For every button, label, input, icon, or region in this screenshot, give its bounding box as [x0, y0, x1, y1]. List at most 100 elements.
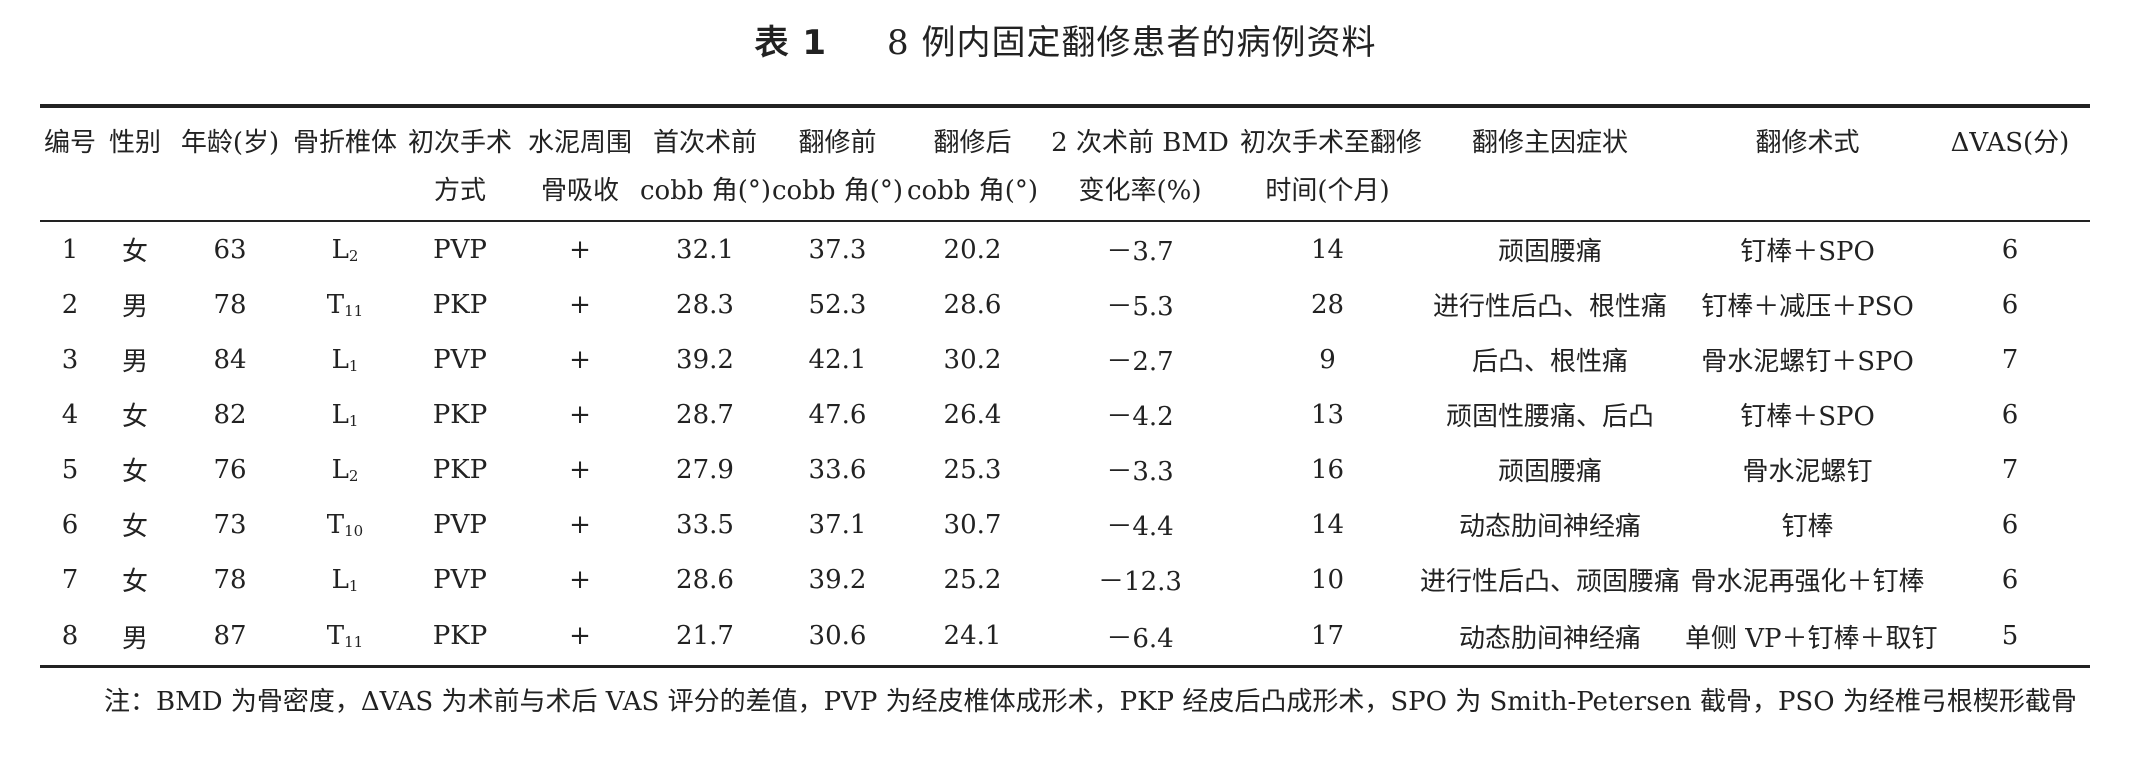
revision-method-cell: 骨水泥螺钉 [1742, 457, 1873, 487]
surgery-cell: PVP [433, 344, 487, 375]
table-row: 8 男 87 T11 PKP +21.7 30.6 24.1 －6.4 17 动态肋间神经痛 单侧 V… [40, 607, 2090, 668]
column-header-line2 [290, 164, 400, 222]
after-revision-cobb-cell: 25.3 [943, 454, 1002, 485]
pre-cobb-cell: 28.7 [676, 399, 734, 430]
symptom-cell: 后凸、根性痛 [1471, 347, 1628, 377]
pre-cobb-cell: 33.5 [676, 509, 734, 540]
delta-vas-cell: 6 [2001, 509, 2019, 540]
column-header: 翻修术式 [1685, 104, 1930, 164]
months-cell: 14 [1310, 509, 1345, 540]
symptom-cell: 动态肋间神经痛 [1415, 607, 1685, 668]
resorption-cell: + [520, 607, 640, 668]
column-header: 翻修主因症状 [1415, 104, 1685, 164]
vertebra-letter: T [326, 509, 345, 540]
table-row: 3 男 84 L1 PVP +39.2 42.1 30.2 －2.7 9 后凸、根性痛 骨水泥螺钉＋S… [40, 332, 2090, 387]
column-header-line2: 变化率(%) [1040, 164, 1240, 222]
resorption-cell: + [569, 564, 591, 595]
sex-cell: 女 [121, 457, 148, 487]
surgery-cell: PKP [432, 399, 488, 430]
after-revision-cobb-cell: 30.7 [943, 509, 1002, 540]
vertebra-level: 11 [344, 633, 364, 651]
surgery-cell: PVP [433, 234, 487, 265]
symptom-cell: 顽固性腰痛、后凸 [1445, 402, 1654, 432]
row-number: 1 [61, 234, 79, 265]
vertebra-letter: L [331, 234, 349, 265]
after-revision-cobb-cell: 20.2 [943, 234, 1002, 265]
bmd-change-cell: －3.3 [1106, 457, 1174, 487]
bmd-change-cell: －3.7 [1106, 237, 1174, 267]
months-cell: 13 [1310, 399, 1345, 430]
revision-method-cell: 钉棒＋SPO [1740, 402, 1875, 432]
vertebra-level: 1 [348, 576, 359, 595]
age-cell: 76 [213, 454, 247, 485]
sex-cell: 女 [121, 237, 148, 267]
vertebra-level: 2 [348, 466, 359, 485]
vertebra-cell: T11 [290, 607, 400, 668]
symptom-cell: 进行性后凸、顽固腰痛 [1419, 567, 1680, 597]
column-header-line2 [170, 164, 290, 222]
delta-vas-cell: 6 [2001, 289, 2019, 320]
months-cell: 16 [1310, 454, 1345, 485]
pre-cobb-cell: 32.1 [676, 234, 734, 265]
column-header: 2 次术前 BMD [1040, 104, 1240, 164]
delta-vas-cell: 7 [2001, 454, 2019, 485]
bmd-change-cell: －6.4 [1040, 607, 1240, 668]
vertebra-level: 2 [348, 246, 359, 265]
resorption-cell: + [569, 454, 591, 485]
column-header: 年龄(岁) [170, 104, 290, 164]
table-row: 4 女 82 L1 PKP +28.7 47.6 26.4 －4.2 13 顽固性腰痛、后凸 钉棒＋S… [40, 387, 2090, 442]
sex-cell: 男 [121, 347, 148, 377]
vertebra-cell: L2 [290, 442, 400, 497]
after-revision-cobb-cell: 25.2 [943, 564, 1002, 595]
column-header: 翻修前 [770, 104, 905, 164]
before-revision-cobb-cell: 30.6 [770, 607, 905, 668]
bmd-change-cell: －2.7 [1106, 347, 1174, 377]
delta-vas-cell: 7 [2001, 344, 2019, 375]
resorption-cell: + [569, 399, 591, 430]
column-header: ΔVAS(分) [1930, 104, 2090, 164]
sex-cell: 男 [121, 292, 148, 322]
before-revision-cobb-cell: 37.3 [808, 234, 867, 265]
before-revision-cobb-cell: 33.6 [808, 454, 867, 485]
vertebra-letter: T [326, 621, 345, 651]
table-title: 8 例内固定翻修患者的病例资料 [887, 23, 1377, 63]
column-header: 性别 [100, 104, 170, 164]
table-body: 1 女 63 L2 PVP +32.1 37.3 20.2 －3.7 14 顽固腰痛 钉棒＋SPO 6 2… [40, 221, 2090, 668]
before-revision-cobb-cell: 37.1 [808, 509, 867, 540]
vertebra-letter: T [326, 289, 345, 320]
surgery-cell: PKP [432, 289, 488, 320]
before-revision-cobb-cell: 52.3 [808, 289, 867, 320]
symptom-cell: 动态肋间神经痛 [1458, 512, 1641, 542]
bmd-change-cell: －4.4 [1106, 512, 1174, 542]
vertebra-cell: L2 [290, 221, 400, 277]
revision-method-cell: 钉棒 [1781, 512, 1834, 542]
vertebra-level: 11 [344, 301, 364, 320]
months-cell: 14 [1310, 234, 1345, 265]
vertebra-letter: L [331, 399, 349, 430]
vertebra-cell: L1 [290, 332, 400, 387]
column-header: 编号 [40, 104, 100, 164]
resorption-cell: + [569, 509, 591, 540]
age-cell: 87 [170, 607, 290, 668]
table-caption: 表 1 8 例内固定翻修患者的病例资料 [0, 18, 2131, 68]
revision-method-cell: 骨水泥再强化＋钉棒 [1690, 567, 1925, 597]
row-number: 6 [61, 509, 79, 540]
sex-cell: 男 [100, 607, 170, 668]
column-header: 翻修后 [905, 104, 1040, 164]
row-number: 8 [40, 607, 100, 668]
bmd-change-cell: －4.2 [1106, 402, 1174, 432]
resorption-cell: + [569, 289, 591, 320]
after-revision-cobb-cell: 28.6 [943, 289, 1002, 320]
column-header-line2: cobb 角(°) [770, 164, 905, 222]
revision-method-cell: 骨水泥螺钉＋SPO [1701, 347, 1914, 377]
vertebra-level: 1 [348, 356, 359, 375]
vertebra-level: 1 [348, 411, 359, 430]
column-header-line2 [40, 164, 100, 222]
row-number: 7 [61, 564, 79, 595]
pre-cobb-cell: 28.6 [676, 564, 734, 595]
bmd-change-cell: －5.3 [1106, 292, 1174, 322]
after-revision-cobb-cell: 26.4 [943, 399, 1002, 430]
age-cell: 78 [213, 289, 247, 320]
resorption-cell: + [569, 234, 591, 265]
column-header: 初次手术 [400, 104, 520, 164]
